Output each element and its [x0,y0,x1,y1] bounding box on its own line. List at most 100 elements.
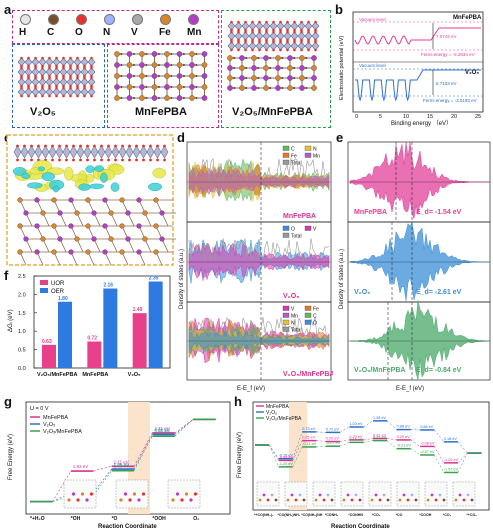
charge-accumulation-lobe [64,166,74,181]
o-atom [230,38,233,42]
legend-label-n: N [313,147,317,153]
metal-atom [34,197,40,203]
uor-free-energy-chart: Free Energy (eV) Reaction Coordinate *+CO(… [237,401,490,530]
o-atom [34,66,37,70]
energy-value-label: 4.11 eV [154,426,169,431]
o-atom [93,158,96,162]
c-atom [305,66,308,70]
delta-g-bar-chart: 0.0 0.5 1.0 1.5 2.0 2.5 ΔGᵢ (eV) 0.63 1.80 V₂O₅/M… [8,274,171,378]
atom [410,493,414,497]
metal-atom [142,236,148,242]
n-atom [124,96,127,100]
charge-depletion-lobe [110,182,120,192]
metal-atom [34,223,40,229]
o-atom [244,20,247,24]
n-atom [124,52,127,56]
n-atom [296,76,299,80]
n-atom [186,63,189,67]
element-n-icon [104,14,115,25]
metal-atom [311,55,317,61]
n-atom [136,74,139,78]
o-atom [307,48,310,52]
c-atom [145,74,148,78]
atom [470,498,474,502]
energy-connector [268,444,279,459]
atom [67,498,71,502]
step-label: *CO₂ [443,513,452,517]
dband-bot: V₂O₅/MnFePBA E_d= -0.84 eV [347,300,491,381]
n-atom [174,52,177,56]
dband-bot-name: V₂O₅/MnFePBA [354,367,405,374]
o-atom [230,28,233,32]
pdos-total-line [188,157,330,183]
metal-atom [23,236,29,242]
o-atom [286,20,289,24]
vo-polyhedron [160,145,169,159]
y-tick-label: 2.0 [18,292,26,298]
o-atom [41,94,44,98]
o-atom [69,74,72,78]
o-atom [55,64,58,68]
o-atom [41,66,44,70]
energy-connector [386,440,397,449]
o-atom [237,28,240,32]
n-atom [174,74,177,78]
o-atom [48,66,51,70]
atom [294,498,298,502]
pdos-total-line [188,316,330,342]
atom [193,492,198,496]
element-n-label: N [103,27,111,38]
o-atom [251,30,254,34]
o-atom [93,144,96,148]
metal-atom [119,223,125,229]
metal-atom [176,73,183,79]
n-atom [248,86,251,90]
atom [290,493,294,497]
energy-value-label: 0.25 eV [302,436,316,440]
energy-connector [434,454,445,473]
c-atom [120,85,123,89]
pdos-o-up [188,331,330,342]
metal-atom [311,85,317,91]
atom [426,498,430,502]
intermediate-structure-inset [452,481,476,507]
o-atom [272,40,275,44]
metal-atom [227,55,233,61]
o-atom [76,66,79,70]
o-atom [55,84,58,88]
energy-value-label: 0.72 eV [326,427,340,431]
legend-label: V₂O₅/MnFePBA [43,429,82,435]
o-atom [48,64,51,68]
mnfepba-structure-label: MnFePBA [135,106,187,118]
metal-atom [114,73,120,79]
o-atom [76,84,79,88]
hetero-v2o5-layer [227,20,320,52]
o-atom [300,28,303,32]
dband-down [349,340,491,380]
bar-oer [148,281,163,368]
energy-connector [268,444,279,461]
element-fe-label: Fe [159,27,171,38]
energy-value-label: -1.25 eV [279,462,294,466]
y-axis-label: Free Energy (eV) [237,432,243,478]
metal-atom [251,65,257,71]
step-label: *COOH [419,513,432,517]
o-atom [30,144,33,148]
o-atom [83,56,86,60]
o-atom [121,158,124,162]
c-atom [293,56,296,60]
o-atom [83,76,86,80]
metal-atom [68,249,74,255]
element-legend: H C O N V Fe Mn [16,12,216,42]
o-atom [76,74,79,78]
o-atom [135,158,138,162]
c-atom [281,56,284,60]
n-atom [284,66,287,70]
pdos-mid-name: V₂O₅ [283,293,299,300]
metal-atom [189,73,195,79]
o-atom [48,56,51,60]
plot-frame [252,401,490,511]
c-atom [157,63,160,67]
energy-connector [316,431,326,433]
o-atom [286,40,289,44]
